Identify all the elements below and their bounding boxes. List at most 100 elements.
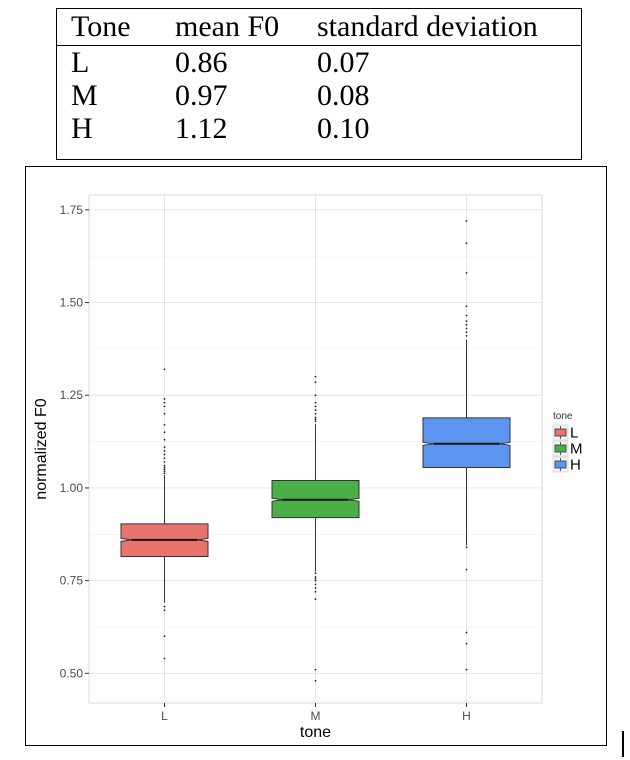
header-tone: Tone [57,9,175,46]
x-tick-label: H [462,709,471,723]
outlier-point [163,431,166,434]
outlier-point [163,466,166,469]
outlier-point [163,449,166,452]
y-tick-label: 0.50 [60,666,84,680]
outlier-point [465,568,468,571]
x-axis-label: tone [300,724,331,741]
cell-mean: 0.97 [175,79,228,112]
box-h [422,220,511,671]
legend-label: L [570,425,578,442]
outlier-point [314,590,317,593]
outlier-point [314,401,317,404]
outlier-point [465,305,468,308]
outlier-point [314,579,317,582]
box-body [422,417,511,469]
y-tick-label: 1.00 [60,481,84,495]
cell-sd: 0.07 [317,46,370,79]
cell-tone: M [71,79,98,112]
table-row: M 0.97 0.08 [57,79,581,112]
outlier-point [465,220,468,222]
cell-mean: 0.86 [175,46,228,79]
legend-label: M [570,441,583,458]
outlier-point [465,314,468,317]
outlier-point [163,609,166,612]
outlier-point [163,423,166,426]
y-tick-label: 1.25 [60,388,84,402]
outlier-point [163,446,166,449]
legend-label: H [570,457,581,474]
outlier-point [314,381,317,384]
outlier-point [163,657,166,660]
box-l [120,368,209,660]
outlier-point [465,642,468,645]
outlier-point [163,401,166,404]
outlier-point [465,320,468,322]
outlier-point [314,394,317,397]
outlier-point [163,412,166,415]
outlier-point [314,668,317,671]
x-tick-label: L [161,709,168,723]
cell-tone: H [71,112,93,145]
margin-bar [622,731,624,757]
stats-table-frame: Tone mean F0 standard deviation L 0.86 0… [56,8,582,160]
outlier-point [163,457,166,460]
header-mean-f0: mean F0 [175,9,317,46]
outlier-point [465,327,468,330]
outlier-point [465,323,468,326]
cell-mean: 1.12 [175,112,228,145]
outlier-point [465,271,468,274]
legend-swatch [554,460,567,469]
outlier-point [163,405,166,408]
stats-table: Tone mean F0 standard deviation L 0.86 0… [57,9,581,145]
outlier-point [465,335,468,337]
legend-title: tone [553,411,573,422]
outlier-point [465,668,468,671]
outlier-point [163,635,166,638]
outlier-point [314,409,317,411]
outlier-point [465,242,468,245]
outlier-point [314,583,317,586]
header-standard-deviation: standard deviation [317,9,581,46]
outlier-point [314,420,317,423]
cell-tone: L [71,46,90,79]
outlier-point [314,405,317,408]
outlier-point [163,368,166,371]
table-row: L 0.86 0.07 [57,46,581,80]
outlier-point [163,472,166,475]
outlier-point [163,398,166,400]
y-tick-label: 0.75 [60,574,84,588]
x-tick-label: M [311,709,321,723]
outlier-point [314,576,317,578]
outlier-point [163,461,166,463]
outlier-point [314,416,317,419]
legend-swatch [554,428,567,437]
outlier-point [163,605,166,608]
table-row: H 1.12 0.10 [57,112,581,145]
outlier-point [163,438,166,441]
cell-sd: 0.10 [317,112,370,145]
outlier-point [465,631,468,634]
outlier-point [314,577,317,580]
boxplot-chart: 0.500.751.001.251.501.75L M Htonenormalize… [33,194,583,741]
outlier-point [465,546,468,549]
legend-swatch [554,444,567,453]
outlier-point [163,470,166,473]
y-axis-label: normalized F0 [33,398,50,499]
y-tick-label: 1.75 [60,203,84,217]
outlier-point [314,598,317,601]
outlier-point [314,412,317,415]
box-m [271,375,360,682]
outlier-point [314,375,317,378]
y-tick-label: 1.50 [60,296,84,310]
outlier-point [163,464,166,467]
table-header-row: Tone mean F0 standard deviation [57,9,581,46]
outlier-point [163,468,166,471]
outlier-point [314,587,317,589]
outlier-point [163,453,166,456]
outlier-point [314,572,317,575]
outlier-point [314,418,317,421]
cell-sd: 0.08 [317,79,370,112]
outlier-point [314,679,317,682]
outlier-point [465,331,468,334]
